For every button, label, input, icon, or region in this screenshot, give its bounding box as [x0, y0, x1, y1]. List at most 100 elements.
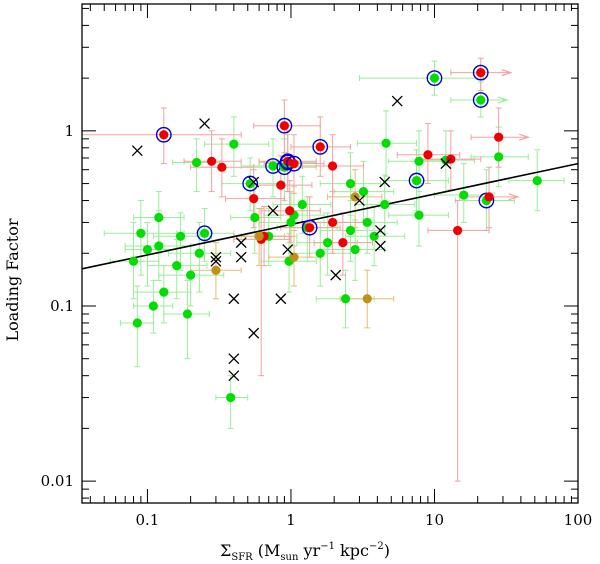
red-point-21 — [494, 132, 504, 142]
green-point-47 — [494, 152, 504, 162]
red-point-16 — [423, 150, 433, 160]
x-axis-title-kpc: kpc — [335, 541, 369, 560]
red-point-13 — [327, 217, 338, 228]
green-point-12 — [191, 157, 202, 168]
green-point-2 — [136, 228, 146, 238]
green-point-15 — [226, 392, 236, 403]
green-ring-42 — [426, 70, 443, 87]
green-point-11 — [186, 270, 196, 280]
x-tick-label-2: 10 — [425, 511, 444, 529]
green-point-31 — [345, 178, 356, 189]
red-point-9 — [289, 159, 299, 169]
green-point-26 — [297, 199, 307, 210]
fit-line — [81, 162, 579, 270]
cross-point-15 — [353, 195, 365, 206]
y-tick-label-0: 0.01 — [41, 472, 74, 490]
green-point-13 — [194, 248, 204, 258]
cross-point-8 — [235, 251, 247, 263]
green-point-33 — [350, 244, 360, 255]
green-point-17 — [245, 178, 255, 189]
green-point-44 — [459, 190, 469, 200]
x-axis-title-kpc-exponent: −2 — [369, 541, 384, 552]
green-point-1 — [132, 318, 142, 328]
green-point-42 — [429, 73, 440, 83]
green-point-8 — [172, 261, 182, 271]
x-axis-title: ΣSFR (Msun yr−1 kpc−2) — [220, 541, 390, 563]
green-point-35 — [362, 217, 372, 228]
cross-point-6 — [228, 370, 240, 382]
x-axis-title-close: ) — [384, 541, 390, 560]
green-point-48 — [532, 175, 542, 186]
cross-point-2 — [210, 251, 222, 263]
red-ring-7 — [276, 117, 293, 134]
x-axis-title-sigma: Σ — [220, 541, 231, 560]
cross-point-16 — [374, 224, 386, 236]
green-point-10 — [182, 309, 193, 319]
green-point-0 — [128, 256, 139, 266]
cross-point-10 — [248, 176, 260, 188]
green-point-29 — [322, 238, 333, 248]
red-point-3 — [249, 194, 259, 204]
red-ring-9 — [286, 155, 302, 172]
green-point-37 — [381, 138, 391, 148]
green-ring-14 — [196, 225, 213, 242]
x-axis-title-yr: yr — [298, 541, 320, 560]
cross-point-0 — [131, 145, 143, 157]
green-point-18 — [250, 212, 260, 223]
red-point-15 — [338, 238, 348, 248]
cross-point-1 — [199, 118, 211, 130]
olive-point-2 — [289, 252, 299, 262]
green-point-14 — [199, 228, 210, 238]
green-point-20 — [268, 161, 278, 171]
green-point-7 — [159, 287, 169, 297]
green-ring-45 — [472, 92, 489, 108]
red-point-1 — [207, 156, 217, 166]
red-point-6 — [276, 180, 286, 190]
x-tick-label-1: 1 — [286, 511, 296, 529]
green-ring-39 — [408, 172, 425, 189]
red-point-18 — [453, 225, 463, 236]
error-bars-layer — [81, 57, 565, 482]
red-point-10 — [285, 206, 295, 216]
green-arrow-45 — [497, 96, 509, 104]
green-point-16 — [229, 139, 239, 149]
green-ring-17 — [242, 175, 259, 192]
green-point-5 — [154, 241, 164, 251]
red-point-11 — [305, 223, 315, 233]
red-ring-0 — [155, 126, 172, 143]
cross-point-18 — [379, 176, 391, 188]
red-arrow-21 — [519, 133, 531, 141]
olive-point-1 — [254, 231, 264, 241]
cross-point-17 — [374, 240, 386, 252]
cross-point-9 — [248, 327, 260, 339]
cross-point-11 — [267, 205, 279, 217]
red-point-19 — [476, 68, 486, 78]
cross-point-5 — [228, 353, 240, 365]
green-point-9 — [175, 231, 186, 241]
green-point-38 — [380, 199, 390, 210]
green-point-3 — [142, 244, 153, 255]
red-point-20 — [484, 192, 494, 202]
cross-point-14 — [330, 269, 342, 281]
red-point-12 — [315, 142, 325, 152]
cross-point-3 — [210, 255, 222, 267]
tick-labels: 0.1 1 10 100 0.01 0.1 1 — [41, 122, 593, 529]
x-axis-title-msun-subscript: sun — [280, 552, 299, 563]
red-point-0 — [159, 130, 169, 140]
red-ring-19 — [472, 64, 489, 81]
green-point-23 — [286, 217, 296, 228]
cross-point-20 — [440, 158, 452, 170]
red-point-7 — [279, 121, 289, 131]
red-arrow-19 — [501, 69, 513, 77]
cross-point-7 — [235, 237, 247, 249]
y-axis-title: Loading Factor — [3, 218, 22, 341]
data-points-layer — [128, 64, 542, 403]
green-point-32 — [345, 225, 356, 236]
fit-line-layer — [81, 162, 579, 270]
green-point-34 — [358, 186, 369, 197]
axes-frame — [81, 3, 579, 504]
x-tick-label-0: 0.1 — [136, 511, 160, 529]
red-ring-12 — [312, 138, 329, 155]
red-arrow-20 — [508, 193, 520, 201]
y-tick-label-1: 0.1 — [50, 297, 74, 315]
